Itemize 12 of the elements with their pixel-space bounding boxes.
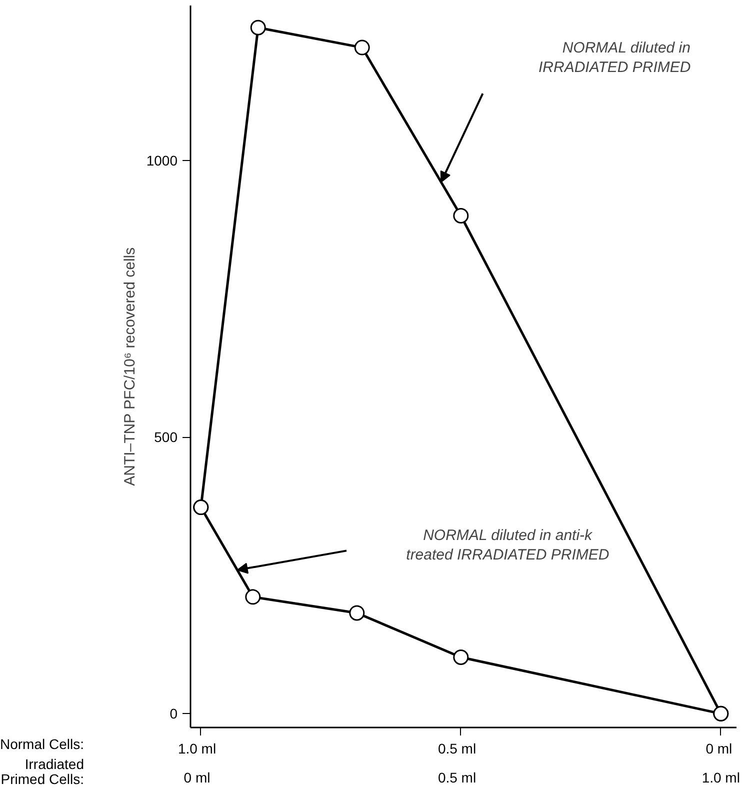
x2-tick-label: 0 ml	[184, 770, 210, 786]
annotation: NORMAL diluted in IRRADIATED PRIMED	[538, 39, 691, 76]
x-tick-label: 1.0 ml	[178, 740, 216, 756]
y-axis-title: ANTI–TNP PFC/10⁶ recovered cells	[121, 247, 138, 486]
y-tick-label: 0	[170, 706, 178, 722]
x2-tick-label: 0.5 ml	[438, 770, 476, 786]
x2-tick-label: 1.0 ml	[702, 770, 740, 786]
x-tick-label: 0 ml	[706, 740, 732, 756]
annotation: NORMAL diluted in anti-k treated IRRADIATED PRIMED	[406, 526, 610, 564]
y-tick-label: 1000	[146, 152, 178, 168]
y-tick-label: 500	[154, 429, 178, 446]
x-tick-label: 0.5 ml	[438, 740, 476, 756]
